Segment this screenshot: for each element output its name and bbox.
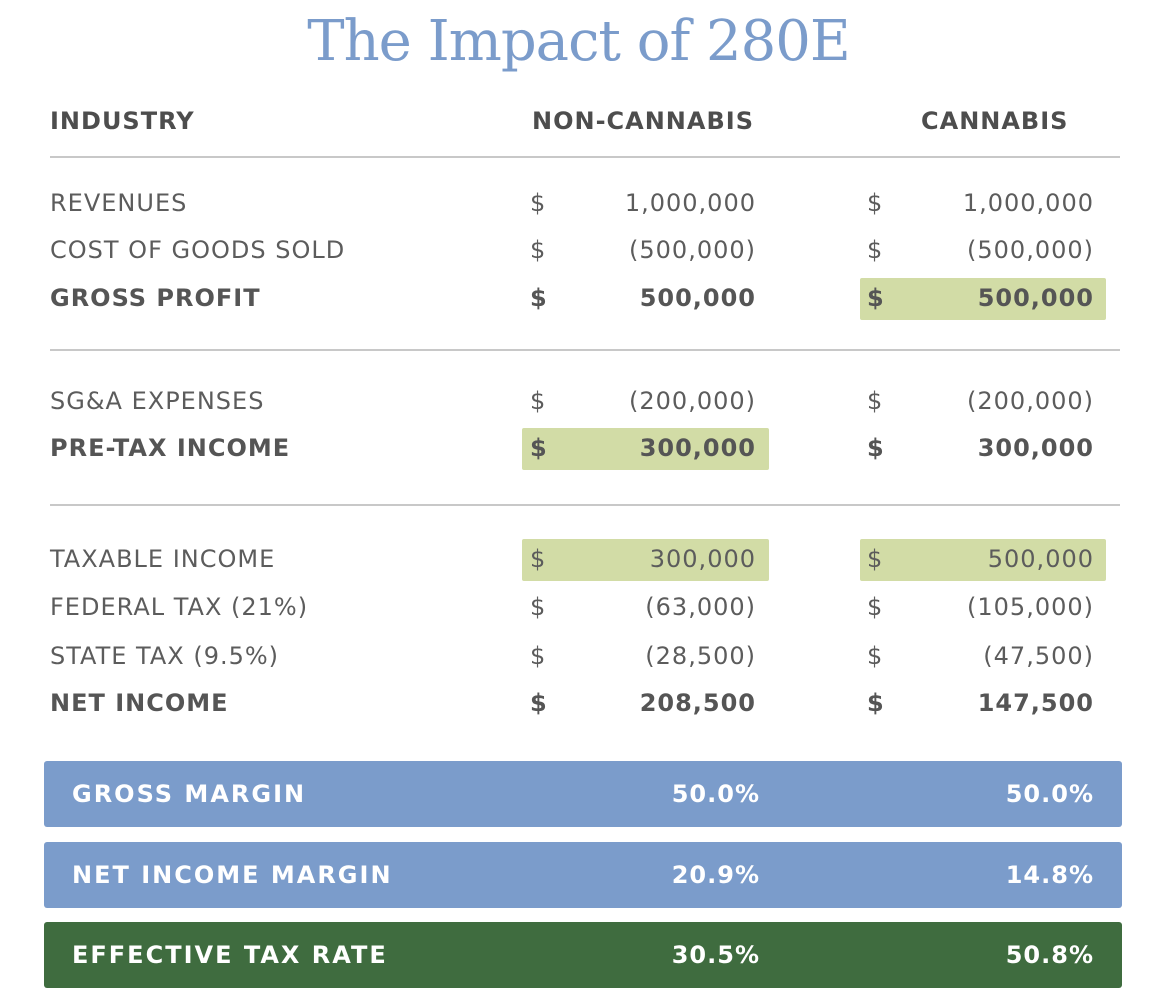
cannabis-value: (200,000) bbox=[967, 387, 1094, 415]
currency-symbol: $ bbox=[530, 593, 546, 621]
divider bbox=[50, 349, 1120, 351]
non-cannabis-value: 300,000 bbox=[639, 434, 756, 462]
non-cannabis-value: 1,000,000 bbox=[624, 189, 756, 217]
currency-symbol: $ bbox=[530, 642, 546, 670]
highlight-marker bbox=[522, 539, 769, 581]
cannabis-value: 500,000 bbox=[987, 545, 1094, 573]
currency-symbol: $ bbox=[530, 284, 547, 312]
table-row: STATE TAX (9.5%) $ (28,500) $ (47,500) bbox=[0, 636, 1157, 676]
cannabis-value: 1,000,000 bbox=[962, 189, 1094, 217]
table-row: PRE-TAX INCOME $ 300,000 $ 300,000 bbox=[0, 428, 1157, 470]
highlight-marker bbox=[522, 428, 769, 470]
cannabis-value: (105,000) bbox=[967, 593, 1094, 621]
row-label: PRE-TAX INCOME bbox=[50, 434, 291, 462]
table-row: REVENUES $ 1,000,000 $ 1,000,000 bbox=[0, 183, 1157, 223]
non-cannabis-value: (500,000) bbox=[629, 236, 756, 264]
cannabis-value: 50.8% bbox=[1005, 941, 1094, 969]
row-label: SG&A EXPENSES bbox=[50, 387, 265, 415]
non-cannabis-value: (200,000) bbox=[629, 387, 756, 415]
currency-symbol: $ bbox=[867, 545, 883, 573]
header-cannabis: CANNABIS bbox=[921, 107, 1069, 135]
non-cannabis-value: 500,000 bbox=[639, 284, 756, 312]
non-cannabis-value: 20.9% bbox=[671, 861, 760, 889]
currency-symbol: $ bbox=[867, 189, 883, 217]
header-industry: INDUSTRY bbox=[50, 107, 195, 135]
cannabis-value: 300,000 bbox=[977, 434, 1094, 462]
currency-symbol: $ bbox=[867, 642, 883, 670]
summary-label: NET INCOME MARGIN bbox=[72, 861, 393, 889]
row-label: COST OF GOODS SOLD bbox=[50, 236, 346, 264]
table-row: FEDERAL TAX (21%) $ (63,000) $ (105,000) bbox=[0, 587, 1157, 627]
highlight-marker bbox=[860, 278, 1106, 320]
cannabis-value: 500,000 bbox=[977, 284, 1094, 312]
cannabis-value: (47,500) bbox=[983, 642, 1094, 670]
row-label: TAXABLE INCOME bbox=[50, 545, 276, 573]
summary-label: EFFECTIVE TAX RATE bbox=[72, 941, 388, 969]
row-label: STATE TAX (9.5%) bbox=[50, 642, 280, 670]
table-row: TAXABLE INCOME $ 300,000 $ 500,000 bbox=[0, 539, 1157, 581]
currency-symbol: $ bbox=[867, 689, 884, 717]
page-title: The Impact of 280E bbox=[307, 9, 851, 74]
cannabis-value: (500,000) bbox=[967, 236, 1094, 264]
currency-symbol: $ bbox=[867, 236, 883, 264]
header-non-cannabis: NON-CANNABIS bbox=[532, 107, 754, 135]
currency-symbol: $ bbox=[867, 387, 883, 415]
table-row: SG&A EXPENSES $ (200,000) $ (200,000) bbox=[0, 381, 1157, 421]
cannabis-value: 14.8% bbox=[1005, 861, 1094, 889]
currency-symbol: $ bbox=[530, 434, 547, 462]
summary-band-effective-tax-rate: EFFECTIVE TAX RATE 30.5% 50.8% bbox=[44, 922, 1122, 988]
highlight-marker bbox=[860, 539, 1106, 581]
table-row: NET INCOME $ 208,500 $ 147,500 bbox=[0, 683, 1157, 723]
cannabis-value: 147,500 bbox=[977, 689, 1094, 717]
currency-symbol: $ bbox=[530, 387, 546, 415]
currency-symbol: $ bbox=[530, 236, 546, 264]
row-label: REVENUES bbox=[50, 189, 188, 217]
row-label: GROSS PROFIT bbox=[50, 284, 261, 312]
divider bbox=[50, 156, 1120, 158]
row-label: NET INCOME bbox=[50, 689, 229, 717]
row-label: FEDERAL TAX (21%) bbox=[50, 593, 309, 621]
table-row: COST OF GOODS SOLD $ (500,000) $ (500,00… bbox=[0, 230, 1157, 270]
currency-symbol: $ bbox=[530, 189, 546, 217]
cannabis-value: 50.0% bbox=[1005, 780, 1094, 808]
summary-band-gross-margin: GROSS MARGIN 50.0% 50.0% bbox=[44, 761, 1122, 827]
currency-symbol: $ bbox=[530, 545, 546, 573]
divider bbox=[50, 504, 1120, 506]
summary-label: GROSS MARGIN bbox=[72, 780, 307, 808]
summary-band-net-income-margin: NET INCOME MARGIN 20.9% 14.8% bbox=[44, 842, 1122, 908]
non-cannabis-value: 30.5% bbox=[671, 941, 760, 969]
non-cannabis-value: (63,000) bbox=[645, 593, 756, 621]
currency-symbol: $ bbox=[867, 593, 883, 621]
non-cannabis-value: (28,500) bbox=[645, 642, 756, 670]
currency-symbol: $ bbox=[867, 434, 884, 462]
table-row: GROSS PROFIT $ 500,000 $ 500,000 bbox=[0, 278, 1157, 320]
non-cannabis-value: 208,500 bbox=[639, 689, 756, 717]
currency-symbol: $ bbox=[867, 284, 884, 312]
non-cannabis-value: 50.0% bbox=[671, 780, 760, 808]
currency-symbol: $ bbox=[530, 689, 547, 717]
non-cannabis-value: 300,000 bbox=[649, 545, 756, 573]
